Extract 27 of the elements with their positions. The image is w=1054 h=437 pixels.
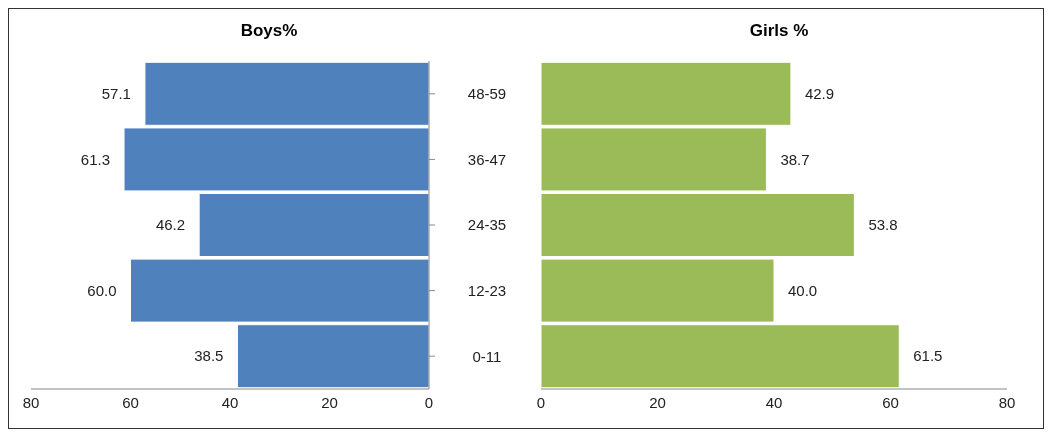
x-tick-label: 60 <box>122 393 139 411</box>
x-tick-label: 40 <box>221 393 239 411</box>
x-tick-label: 20 <box>649 393 666 411</box>
y-tick-label: 12-23 <box>467 281 507 299</box>
data-label: 61.5 <box>913 347 943 365</box>
data-label: 42.9 <box>804 85 835 103</box>
chart-title: Boys% <box>239 20 299 42</box>
y-tick-label: 48-59 <box>467 85 507 103</box>
x-tick-label: 80 <box>22 393 40 411</box>
chart-title: Girls % <box>748 20 810 42</box>
y-tick-label: 36-47 <box>467 150 507 168</box>
x-tick-label: 0 <box>536 393 546 411</box>
data-label: 61.3 <box>80 150 111 168</box>
x-tick-label: 0 <box>424 393 434 411</box>
x-tick-label: 60 <box>882 393 899 411</box>
y-tick-label: 24-35 <box>467 216 507 234</box>
data-label: 38.7 <box>780 150 810 168</box>
y-tick-label: 0-11 <box>472 347 502 365</box>
x-tick-label: 20 <box>321 393 338 411</box>
data-label: 46.2 <box>155 216 186 234</box>
x-tick-label: 80 <box>998 393 1016 411</box>
data-label: 38.5 <box>194 347 224 365</box>
x-tick-label: 40 <box>765 393 783 411</box>
data-label: 53.8 <box>868 216 898 234</box>
data-label: 40.0 <box>788 281 818 299</box>
data-label: 57.1 <box>101 85 131 103</box>
data-label: 60.0 <box>87 281 117 299</box>
